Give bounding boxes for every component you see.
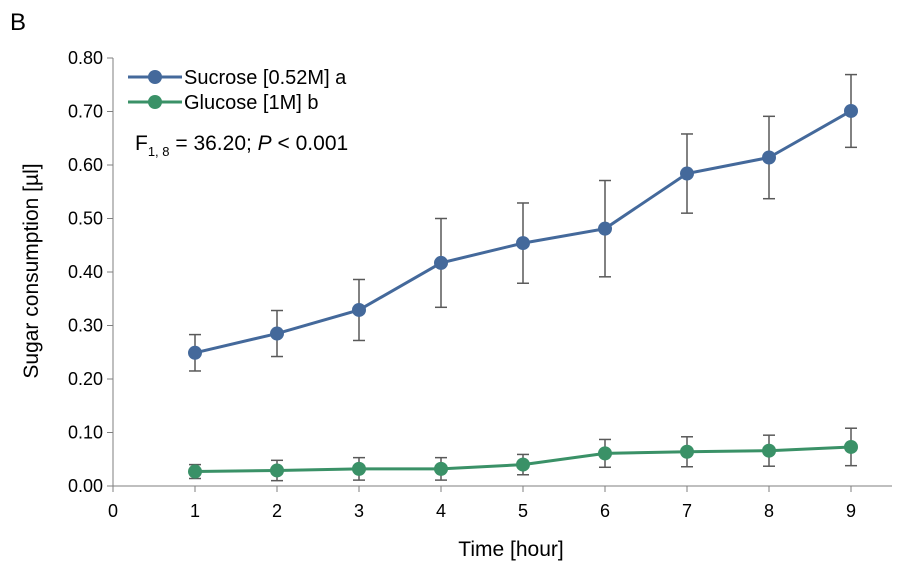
y-tick-label: 0.30 (68, 316, 103, 336)
data-point (270, 326, 284, 341)
series-sucrose (188, 73, 858, 372)
legend-item: Glucose [1M] b (128, 92, 319, 114)
data-point (434, 255, 448, 270)
stat-f: F (135, 132, 148, 155)
x-tick-label: 3 (354, 501, 364, 521)
legend-label: Glucose [1M] b (184, 92, 319, 114)
y-axis-title: Sugar consumption [µl] (20, 163, 43, 378)
data-point (188, 464, 202, 479)
legend-label: Sucrose [0.52M] a (184, 67, 347, 89)
y-tick-label: 0.20 (68, 369, 103, 389)
data-point (844, 103, 858, 118)
y-tick-label: 0.50 (68, 209, 103, 229)
data-point (516, 457, 530, 472)
data-point (352, 461, 366, 476)
data-point (680, 444, 694, 459)
x-tick-label: 4 (436, 501, 446, 521)
legend-marker (148, 95, 162, 109)
stat-p-value: < 0.001 (272, 132, 348, 155)
x-axis-title: Time [hour] (458, 538, 563, 561)
series-glucose (188, 427, 858, 482)
data-point (762, 150, 776, 165)
data-point (434, 461, 448, 476)
x-tick-label: 7 (682, 501, 692, 521)
legend-marker (148, 70, 162, 84)
data-point (516, 236, 530, 251)
data-point (352, 302, 366, 317)
x-tick-label: 0 (108, 501, 118, 521)
axes (107, 57, 892, 492)
y-tick-label: 0.40 (68, 262, 103, 282)
legend: Sucrose [0.52M] a Glucose [1M] b (128, 67, 347, 114)
series-layer (188, 73, 858, 482)
x-tick-label: 2 (272, 501, 282, 521)
y-tick-label: 0.60 (68, 155, 103, 175)
x-tick-label: 6 (600, 501, 610, 521)
y-tick-labels: 0.00 0.10 0.20 0.30 0.40 0.50 0.60 0.70 0.80 (68, 48, 103, 496)
y-tick-label: 0.10 (68, 423, 103, 443)
data-point (680, 166, 694, 181)
panel-label: B (10, 9, 26, 36)
stat-p: P (258, 132, 272, 155)
x-tick-label: 8 (764, 501, 774, 521)
data-point (762, 443, 776, 458)
x-tick-label: 9 (846, 501, 856, 521)
data-point (844, 439, 858, 454)
data-point (270, 463, 284, 478)
stat-value: = 36.20; (170, 132, 258, 155)
x-tick-label: 5 (518, 501, 528, 521)
data-point (188, 345, 202, 360)
stat-df: 1, 8 (148, 144, 170, 159)
x-tick-labels: 0 1 2 3 4 5 6 7 8 9 (108, 501, 856, 521)
legend-item: Sucrose [0.52M] a (128, 67, 347, 89)
y-tick-label: 0.00 (68, 476, 103, 496)
x-tick-label: 1 (190, 501, 200, 521)
y-tick-label: 0.70 (68, 102, 103, 122)
data-point (598, 446, 612, 461)
y-tick-label: 0.80 (68, 48, 103, 68)
data-point (598, 221, 612, 236)
stat-annotation: F1, 8 = 36.20; P < 0.001 (135, 132, 348, 159)
